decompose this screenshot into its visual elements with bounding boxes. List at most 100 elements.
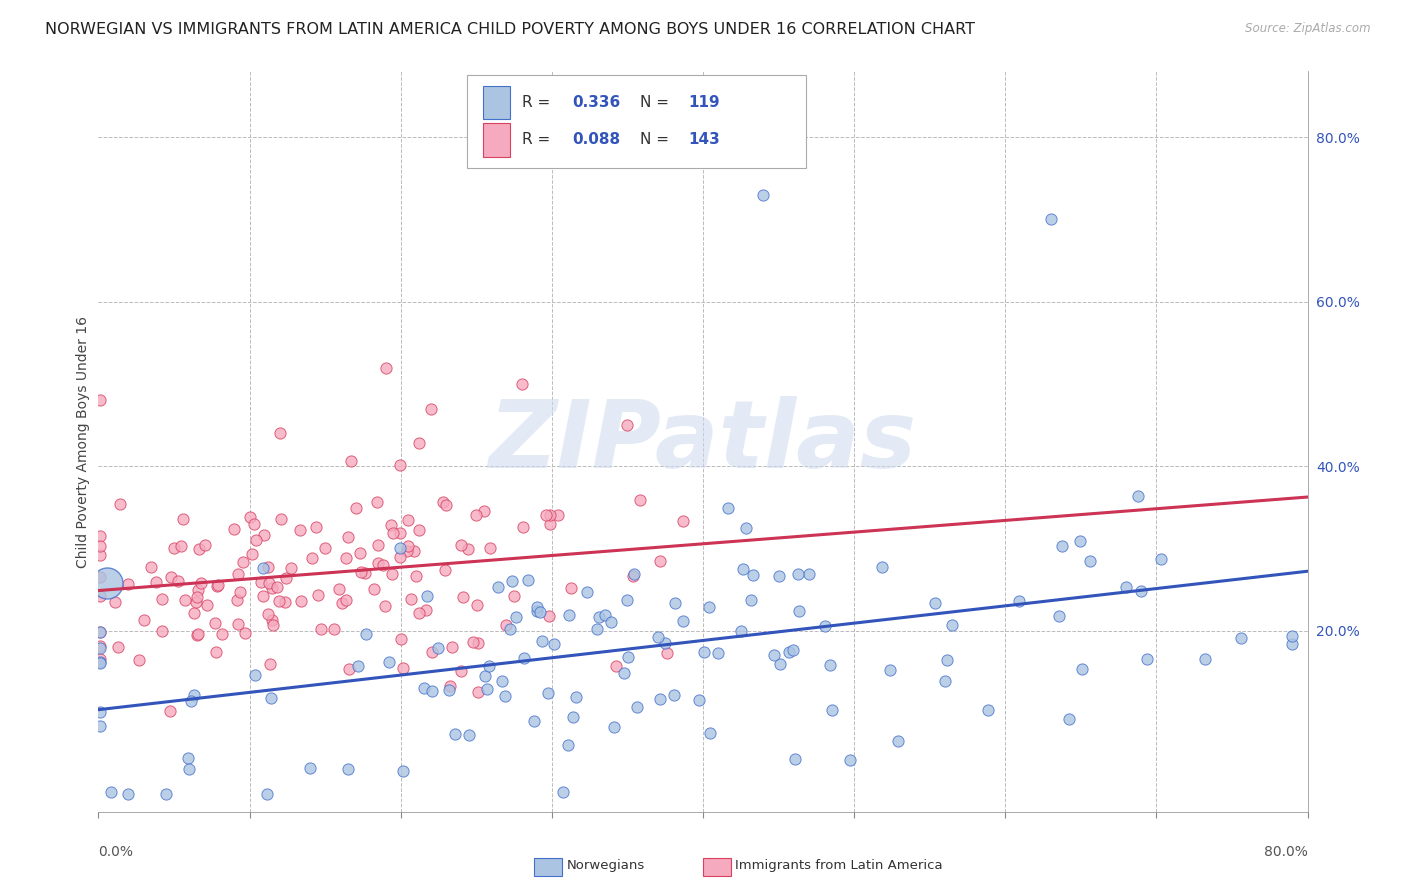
Point <box>654 636 676 650</box>
Point <box>599 615 621 629</box>
Point <box>457 542 479 557</box>
Point <box>337 762 360 776</box>
Point <box>229 585 252 599</box>
Point <box>787 604 810 618</box>
Point <box>697 599 720 614</box>
Text: Source: ZipAtlas.com: Source: ZipAtlas.com <box>1246 22 1371 36</box>
Point <box>392 764 415 778</box>
Point <box>467 685 489 699</box>
Point <box>298 761 321 775</box>
Point <box>547 508 569 523</box>
Point <box>183 689 205 703</box>
Point <box>330 596 353 610</box>
Point <box>267 594 290 608</box>
Point <box>226 566 249 581</box>
Point <box>1059 712 1081 726</box>
Point <box>1050 539 1073 553</box>
Point <box>245 533 267 548</box>
Point <box>818 657 841 672</box>
Point <box>117 788 139 802</box>
Point <box>378 656 401 670</box>
Point <box>89 392 111 407</box>
Point <box>134 613 156 627</box>
Point <box>787 567 810 582</box>
Text: NORWEGIAN VS IMMIGRANTS FROM LATIN AMERICA CHILD POVERTY AMONG BOYS UNDER 16 COR: NORWEGIAN VS IMMIGRANTS FROM LATIN AMERI… <box>45 22 974 37</box>
Bar <box>482 123 509 156</box>
Point <box>194 538 217 552</box>
Point <box>336 530 359 544</box>
Text: 0.088: 0.088 <box>572 132 620 147</box>
Point <box>503 589 526 603</box>
Point <box>457 728 479 742</box>
Point <box>186 628 208 642</box>
Point <box>89 625 111 640</box>
Point <box>389 549 412 564</box>
Point <box>501 574 523 588</box>
Point <box>475 681 498 696</box>
Point <box>441 640 464 654</box>
Point <box>628 492 651 507</box>
Point <box>530 633 553 648</box>
Point <box>172 512 194 526</box>
Point <box>434 563 457 577</box>
Point <box>1128 489 1150 503</box>
Point <box>211 627 233 641</box>
Point <box>256 607 278 621</box>
Point <box>108 497 131 511</box>
Point <box>538 516 561 531</box>
Y-axis label: Child Poverty Among Boys Under 16: Child Poverty Among Boys Under 16 <box>76 316 90 567</box>
Point <box>408 524 430 538</box>
Point <box>350 565 373 579</box>
Point <box>167 574 190 588</box>
Point <box>557 738 579 752</box>
Text: 119: 119 <box>689 95 720 111</box>
Point <box>465 598 488 612</box>
Point <box>257 560 280 574</box>
Point <box>472 503 495 517</box>
Point <box>205 579 228 593</box>
Point <box>558 607 581 622</box>
Point <box>252 589 274 603</box>
Point <box>257 576 280 591</box>
Point <box>89 655 111 669</box>
Text: 0.0%: 0.0% <box>98 845 134 859</box>
Point <box>89 624 111 639</box>
Point <box>935 653 957 667</box>
Point <box>260 690 283 705</box>
Point <box>605 659 627 673</box>
Point <box>107 640 129 654</box>
Point <box>1150 552 1173 566</box>
Point <box>538 508 561 522</box>
FancyBboxPatch shape <box>467 75 806 168</box>
Text: N =: N = <box>640 132 673 147</box>
Text: ZIPatlas: ZIPatlas <box>489 395 917 488</box>
Point <box>887 734 910 748</box>
Point <box>180 694 202 708</box>
Point <box>730 624 752 638</box>
Point <box>797 566 820 581</box>
Point <box>159 704 181 718</box>
Point <box>314 541 336 555</box>
Point <box>672 615 695 629</box>
Point <box>505 610 527 624</box>
Point <box>128 653 150 667</box>
Point <box>155 788 177 802</box>
Text: N =: N = <box>640 95 673 111</box>
Point <box>367 556 389 570</box>
Point <box>621 569 644 583</box>
Point <box>190 575 212 590</box>
Point <box>290 594 312 608</box>
Point <box>838 753 860 767</box>
Point <box>617 649 640 664</box>
Point <box>89 570 111 584</box>
Point <box>1230 631 1253 645</box>
Point <box>688 693 710 707</box>
Point <box>742 568 765 582</box>
Point <box>177 751 200 765</box>
Point <box>389 525 412 540</box>
Point <box>150 624 173 638</box>
Point <box>564 690 586 704</box>
Point <box>450 665 472 679</box>
Point <box>170 539 193 553</box>
Point <box>623 567 645 582</box>
